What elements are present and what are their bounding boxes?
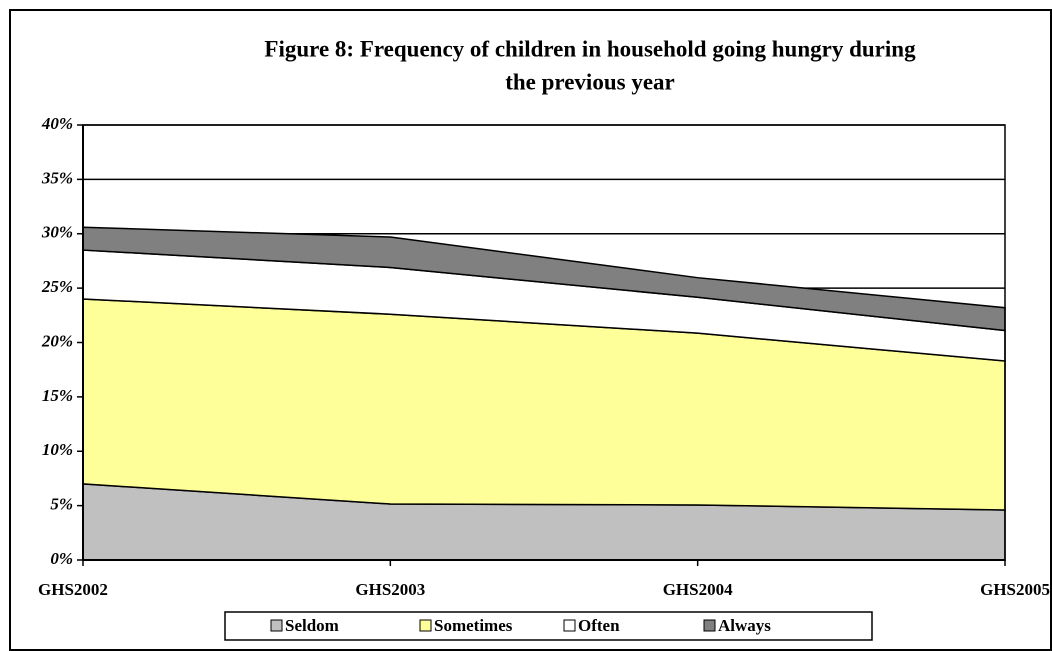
y-tick-label: 40% (41, 114, 73, 133)
legend-swatch (419, 619, 432, 632)
y-tick-label: 5% (50, 495, 73, 514)
y-tick-label: 0% (50, 549, 73, 568)
legend-label: Always (718, 616, 771, 635)
y-tick-label: 35% (41, 168, 73, 187)
legend-swatch (563, 619, 576, 632)
x-tick-label: GHS2002 (38, 580, 108, 599)
y-tick-label: 20% (41, 331, 73, 350)
legend-box (224, 611, 873, 641)
y-tick-label: 25% (41, 277, 73, 296)
x-tick-label: GHS2004 (663, 580, 733, 599)
legend-label: Often (578, 616, 620, 635)
y-tick-label: 15% (42, 386, 73, 405)
x-tick-label: GHS2005 (980, 580, 1050, 599)
chart-title: Figure 8: Frequency of children in house… (264, 36, 916, 61)
chart-subtitle: the previous year (505, 69, 675, 94)
legend-swatch (703, 619, 716, 632)
y-tick-label: 10% (42, 440, 73, 459)
legend-label: Sometimes (434, 616, 513, 635)
y-tick-label: 30% (41, 223, 73, 242)
plot-border (82, 124, 1006, 561)
legend-swatch (270, 619, 283, 632)
legend-label: Seldom (285, 616, 339, 635)
x-tick-label: GHS2003 (355, 580, 425, 599)
